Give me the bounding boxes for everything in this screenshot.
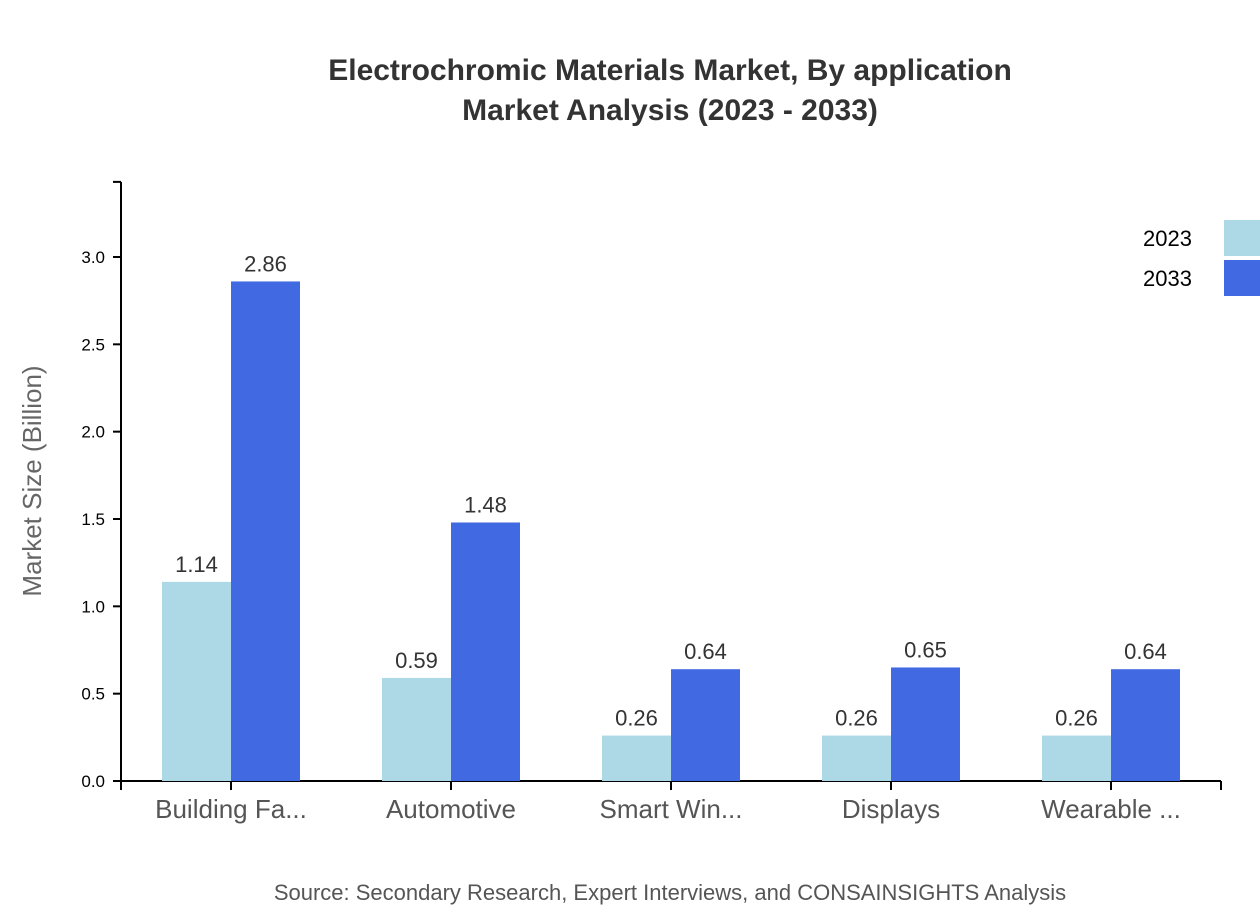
chart-subtitle: Market Analysis (2023 - 2033): [462, 94, 878, 127]
x-tick-label: Displays: [842, 794, 940, 824]
legend-label: 2033: [1143, 266, 1192, 291]
source-note: Source: Secondary Research, Expert Inter…: [274, 880, 1066, 905]
x-tick-label: Automotive: [386, 794, 516, 824]
bar-2023-3: [822, 735, 891, 781]
legend-label: 2023: [1143, 226, 1192, 251]
legend-swatch-2033: [1224, 260, 1260, 296]
bar-2033-0: [231, 281, 300, 781]
x-tick-label: Smart Win...: [599, 794, 742, 824]
y-tick-label: 1.5: [81, 510, 105, 529]
data-label: 2.86: [244, 251, 287, 276]
data-label: 1.48: [464, 492, 507, 517]
data-label: 0.64: [684, 639, 727, 664]
bar-2023-0: [162, 581, 231, 781]
bar-2033-1: [451, 522, 520, 781]
data-label: 1.14: [175, 552, 218, 577]
data-label: 0.64: [1124, 639, 1167, 664]
bar-2023-1: [382, 677, 451, 781]
data-label: 0.59: [395, 648, 438, 673]
y-tick-label: 3.0: [81, 248, 105, 267]
data-label: 0.26: [835, 706, 878, 731]
x-tick-label: Wearable ...: [1041, 794, 1181, 824]
y-axis-label: Market Size (Billion): [17, 365, 47, 596]
data-label: 0.26: [1055, 706, 1098, 731]
bar-2023-4: [1042, 735, 1111, 781]
x-tick-label: Building Fa...: [155, 794, 307, 824]
y-tick-label: 0.0: [81, 772, 105, 791]
chart-title: Electrochromic Materials Market, By appl…: [328, 54, 1012, 87]
bar-2023-2: [602, 735, 671, 781]
bar-2033-4: [1111, 669, 1180, 781]
y-tick-label: 1.0: [81, 597, 105, 616]
bar-2033-3: [891, 667, 960, 781]
y-tick-label: 0.5: [81, 685, 105, 704]
data-label: 0.65: [904, 637, 947, 662]
bar-2033-2: [671, 669, 740, 781]
legend-swatch-2023: [1224, 220, 1260, 256]
y-tick-label: 2.0: [81, 423, 105, 442]
y-tick-label: 2.5: [81, 335, 105, 354]
data-label: 0.26: [615, 706, 658, 731]
